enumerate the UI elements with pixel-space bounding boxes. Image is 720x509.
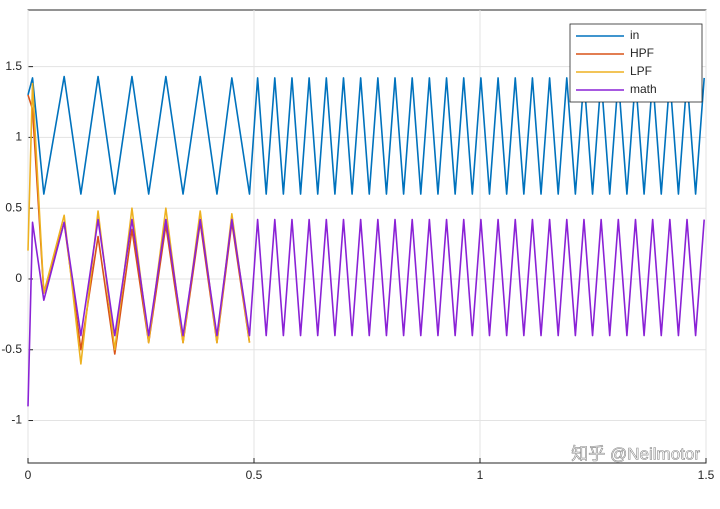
legend-box [569, 23, 703, 103]
y-tick-label: 0 [15, 271, 22, 285]
y-tick-label: 1.5 [5, 59, 22, 73]
y-tick-label: -0.5 [1, 342, 22, 356]
legend-label: LPF [630, 64, 652, 78]
x-tick-label: 1 [477, 468, 484, 482]
x-tick-label: 0 [25, 468, 32, 482]
x-tick-label: 1.5 [698, 468, 715, 482]
series-line [27, 218, 705, 407]
watermark: 知乎 @Neilmotor [571, 444, 700, 463]
y-tick-label: -1 [11, 413, 22, 427]
legend-label: math [630, 82, 657, 96]
x-tick-label: 0.5 [246, 468, 263, 482]
legend-label: in [630, 28, 639, 42]
legend-label: HPF [630, 46, 654, 60]
series-line [27, 75, 705, 195]
lines [27, 75, 705, 407]
y-tick-label: 1 [15, 130, 22, 144]
y-tick-label: 0.5 [5, 200, 22, 214]
legend: in HPF LPF math [569, 23, 703, 103]
